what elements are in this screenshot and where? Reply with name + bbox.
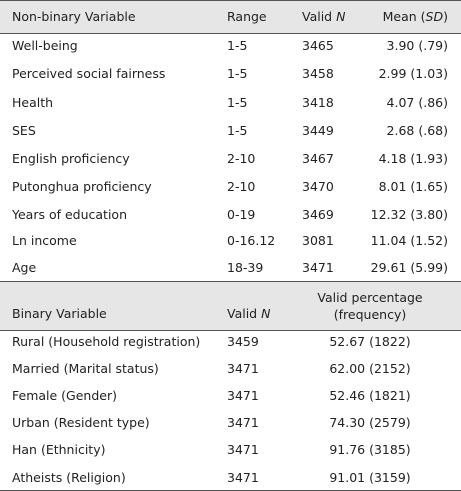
header-band bbox=[0, 282, 461, 330]
header-text: Valid percentage bbox=[317, 290, 423, 305]
header-rule bbox=[0, 33, 461, 34]
table-cell: 3471 bbox=[227, 442, 259, 457]
table-cell: 3449 bbox=[302, 123, 334, 138]
column-header: Binary Variable bbox=[12, 306, 107, 322]
table-cell: 3467 bbox=[302, 151, 334, 166]
table-cell: 3470 bbox=[302, 179, 334, 194]
header-text: (frequency) bbox=[333, 307, 407, 322]
table-cell: SES bbox=[12, 123, 36, 138]
header-text: Mean ( bbox=[382, 9, 426, 24]
table-cell: 0-19 bbox=[227, 207, 256, 222]
table-cell: 3471 bbox=[227, 361, 259, 376]
table-cell: Ln income bbox=[12, 233, 77, 248]
column-header: Valid N bbox=[227, 306, 270, 322]
header-band bbox=[0, 1, 461, 33]
table-cell: 3469 bbox=[302, 207, 334, 222]
table-cell: 3471 bbox=[227, 388, 259, 403]
table-cell: Urban (Resident type) bbox=[12, 415, 150, 430]
column-header: Range bbox=[227, 9, 267, 25]
column-header: Mean (SD) bbox=[383, 9, 448, 25]
table-cell: 0-16.12 bbox=[227, 233, 276, 248]
table-cell: Years of education bbox=[12, 207, 127, 222]
table-cell: 3458 bbox=[302, 66, 334, 81]
table-cell: 1-5 bbox=[227, 38, 248, 53]
table-cell: 62.00 (2152) bbox=[329, 361, 411, 376]
table-cell: 3471 bbox=[302, 260, 334, 275]
table-cell: 2.68 (.68) bbox=[386, 123, 448, 138]
table-cell: 1-5 bbox=[227, 66, 248, 81]
table-cell: 4.18 (1.93) bbox=[378, 151, 448, 166]
table-cell: 1-5 bbox=[227, 95, 248, 110]
table-cell: 2-10 bbox=[227, 179, 256, 194]
table-cell: 3465 bbox=[302, 38, 334, 53]
table-cell: 18-39 bbox=[227, 260, 264, 275]
table-cell: Health bbox=[12, 95, 54, 110]
table-cell: 3081 bbox=[302, 233, 334, 248]
table-cell: 91.76 (3185) bbox=[329, 442, 411, 457]
table-cell: Married (Marital status) bbox=[12, 361, 159, 376]
table-cell: 3418 bbox=[302, 95, 334, 110]
table-cell: English proficiency bbox=[12, 151, 130, 166]
column-header: (frequency) bbox=[334, 307, 406, 323]
column-header: Non-binary Variable bbox=[12, 9, 136, 25]
table-cell: 3471 bbox=[227, 415, 259, 430]
top-rule bbox=[0, 0, 461, 1]
table-cell: Rural (Household registration) bbox=[12, 334, 201, 349]
table-cell: 4.07 (.86) bbox=[386, 95, 448, 110]
table-cell: 12.32 (3.80) bbox=[370, 207, 448, 222]
header-text: Valid bbox=[302, 9, 337, 24]
table-cell: 3.90 (.79) bbox=[386, 38, 448, 53]
column-header: Valid percentage bbox=[317, 290, 422, 306]
table-cell: 11.04 (1.52) bbox=[370, 233, 448, 248]
table-cell: 8.01 (1.65) bbox=[378, 179, 448, 194]
table-cell: 2.99 (1.03) bbox=[378, 66, 448, 81]
table-cell: Perceived social fairness bbox=[12, 66, 166, 81]
section-rule bbox=[0, 281, 461, 282]
table-cell: Putonghua proficiency bbox=[12, 179, 152, 194]
table-cell: 52.67 (1822) bbox=[329, 334, 411, 349]
table-cell: 3459 bbox=[227, 334, 259, 349]
header-text: SD bbox=[425, 9, 444, 24]
header-text: Range bbox=[227, 9, 267, 24]
table-cell: Age bbox=[12, 260, 37, 275]
table-cell: Well-being bbox=[12, 38, 78, 53]
table-cell: 3471 bbox=[227, 470, 259, 485]
table-cell: Female (Gender) bbox=[12, 388, 117, 403]
header-text: Binary Variable bbox=[12, 306, 107, 321]
table-cell: 2-10 bbox=[227, 151, 256, 166]
table-cell: Atheists (Religion) bbox=[12, 470, 126, 485]
header-text: ) bbox=[443, 9, 448, 24]
table-cell: 29.61 (5.99) bbox=[370, 260, 448, 275]
table-cell: 1-5 bbox=[227, 123, 248, 138]
table-cell: 74.30 (2579) bbox=[329, 415, 411, 430]
header-text: Valid bbox=[227, 306, 262, 321]
header-text: N bbox=[261, 306, 271, 321]
header-text: Non-binary Variable bbox=[12, 9, 136, 24]
column-header: Valid N bbox=[302, 9, 345, 25]
table-cell: 91.01 (3159) bbox=[329, 470, 411, 485]
header-rule bbox=[0, 330, 461, 331]
table-cell: 52.46 (1821) bbox=[329, 388, 411, 403]
header-text: N bbox=[336, 9, 346, 24]
table-cell: Han (Ethnicity) bbox=[12, 442, 106, 457]
